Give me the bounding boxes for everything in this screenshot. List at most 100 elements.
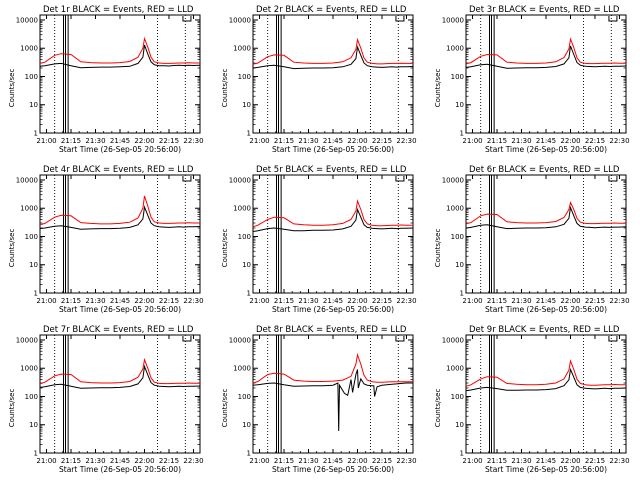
orbit-bracket-marker <box>608 176 618 182</box>
y-tick-label: 10 <box>455 101 464 109</box>
x-tick-label: 22:30 <box>609 457 629 465</box>
x-tick-label: 21:00 <box>462 297 482 305</box>
y-tick-label: 100 <box>25 233 38 241</box>
x-tick-label: 22:15 <box>372 297 392 305</box>
series-line-lld <box>252 37 413 65</box>
series-line-events <box>39 364 201 389</box>
x-tick-label: 21:15 <box>61 297 81 305</box>
orbit-bracket-marker <box>608 336 618 342</box>
x-tick-label: 21:00 <box>36 297 56 305</box>
x-tick-label: 22:00 <box>134 137 154 145</box>
x-axis-label: Start Time (26-Sep-05 20:56:00) <box>59 145 181 154</box>
x-tick-label: 22:30 <box>609 137 629 145</box>
x-axis-label: Start Time (26-Sep-05 20:56:00) <box>485 305 607 314</box>
y-axis-label: Counts/sec <box>8 69 16 108</box>
series-line-lld <box>39 357 200 385</box>
x-tick-label: 22:00 <box>347 137 367 145</box>
y-tick-label: 1 <box>247 450 251 458</box>
y-tick-label: 10 <box>29 261 38 269</box>
y-tick-label: 10 <box>29 421 38 429</box>
y-tick-label: 1000 <box>20 205 38 213</box>
y-tick-label: 1 <box>247 290 251 298</box>
y-tick-label: 10000 <box>16 176 38 184</box>
y-tick-label: 100 <box>451 73 464 81</box>
x-tick-label: 21:45 <box>323 457 343 465</box>
series-line-lld <box>465 200 626 225</box>
x-tick-label: 22:15 <box>585 297 605 305</box>
y-tick-label: 1000 <box>233 205 251 213</box>
x-tick-label: 22:15 <box>372 137 392 145</box>
y-tick-label: 10 <box>29 101 38 109</box>
x-tick-label: 22:30 <box>183 297 203 305</box>
series-line-lld <box>465 37 626 65</box>
y-axis-label: Counts/sec <box>221 69 229 108</box>
orbit-bracket-marker <box>395 336 405 342</box>
x-tick-label: 22:15 <box>585 457 605 465</box>
panel-title: Det 7r BLACK = Events, RED = LLD <box>43 325 194 335</box>
y-tick-label: 10 <box>242 261 251 269</box>
x-tick-label: 21:45 <box>110 457 130 465</box>
y-tick-label: 10000 <box>16 336 38 344</box>
x-axis-label: Start Time (26-Sep-05 20:56:00) <box>485 465 607 474</box>
panel-title: Det 1r BLACK = Events, RED = LLD <box>43 5 194 15</box>
series-line-events <box>39 205 201 230</box>
plot-frame <box>39 14 201 134</box>
y-tick-label: 10000 <box>442 176 464 184</box>
y-axis-label: Counts/sec <box>8 229 16 268</box>
x-tick-label: 22:15 <box>372 457 392 465</box>
y-tick-label: 100 <box>25 393 38 401</box>
plot-frame <box>465 334 627 454</box>
x-axis-label: Start Time (26-Sep-05 20:56:00) <box>272 465 394 474</box>
panel-title: Det 5r BLACK = Events, RED = LLD <box>256 165 407 175</box>
x-tick-label: 21:00 <box>249 137 269 145</box>
panel-det-7: Det 7r BLACK = Events, RED = LLD 21:00 21:… <box>8 325 204 474</box>
y-tick-label: 100 <box>238 393 251 401</box>
x-tick-label: 21:00 <box>462 457 482 465</box>
series-line-events <box>252 45 414 70</box>
y-tick-label: 1 <box>247 130 251 138</box>
y-tick-label: 10000 <box>442 16 464 24</box>
x-tick-label: 21:30 <box>85 297 105 305</box>
y-axis-label: Counts/sec <box>221 229 229 268</box>
y-axis-label: Counts/sec <box>221 389 229 428</box>
x-tick-label: 21:45 <box>110 297 130 305</box>
series-line-events <box>39 44 201 69</box>
x-tick-label: 22:00 <box>134 297 154 305</box>
y-tick-label: 1000 <box>20 365 38 373</box>
x-tick-label: 21:00 <box>462 137 482 145</box>
plot-frame <box>252 14 414 134</box>
x-tick-label: 21:45 <box>323 137 343 145</box>
x-tick-label: 21:30 <box>511 297 531 305</box>
x-tick-label: 22:00 <box>134 457 154 465</box>
x-tick-label: 21:30 <box>298 297 318 305</box>
x-tick-label: 22:15 <box>585 137 605 145</box>
x-tick-label: 21:15 <box>487 137 507 145</box>
x-tick-label: 22:15 <box>159 457 179 465</box>
orbit-bracket-marker <box>395 176 405 182</box>
x-tick-label: 21:15 <box>487 457 507 465</box>
y-tick-label: 10000 <box>442 336 464 344</box>
x-tick-label: 22:15 <box>159 297 179 305</box>
x-tick-label: 21:15 <box>61 137 81 145</box>
series-line-lld <box>465 359 626 387</box>
x-tick-label: 21:45 <box>323 297 343 305</box>
y-axis-label: Counts/sec <box>434 389 442 428</box>
x-tick-label: 21:45 <box>536 137 556 145</box>
x-tick-label: 21:15 <box>487 297 507 305</box>
x-tick-label: 22:00 <box>560 137 580 145</box>
panel-title: Det 9r BLACK = Events, RED = LLD <box>469 325 620 335</box>
x-tick-label: 22:00 <box>560 457 580 465</box>
x-axis-label: Start Time (26-Sep-05 20:56:00) <box>485 145 607 154</box>
x-tick-label: 21:45 <box>536 457 556 465</box>
y-tick-label: 1000 <box>446 365 464 373</box>
panel-title: Det 6r BLACK = Events, RED = LLD <box>469 165 620 175</box>
x-tick-label: 21:15 <box>274 297 294 305</box>
panel-det-4: Det 4r BLACK = Events, RED = LLD 21:00 21:… <box>8 165 204 314</box>
x-tick-label: 21:30 <box>85 137 105 145</box>
y-tick-label: 100 <box>451 233 464 241</box>
panel-title: Det 8r BLACK = Events, RED = LLD <box>256 325 407 335</box>
y-tick-label: 10000 <box>229 336 251 344</box>
y-tick-label: 100 <box>25 73 38 81</box>
panel-title: Det 4r BLACK = Events, RED = LLD <box>43 165 194 175</box>
